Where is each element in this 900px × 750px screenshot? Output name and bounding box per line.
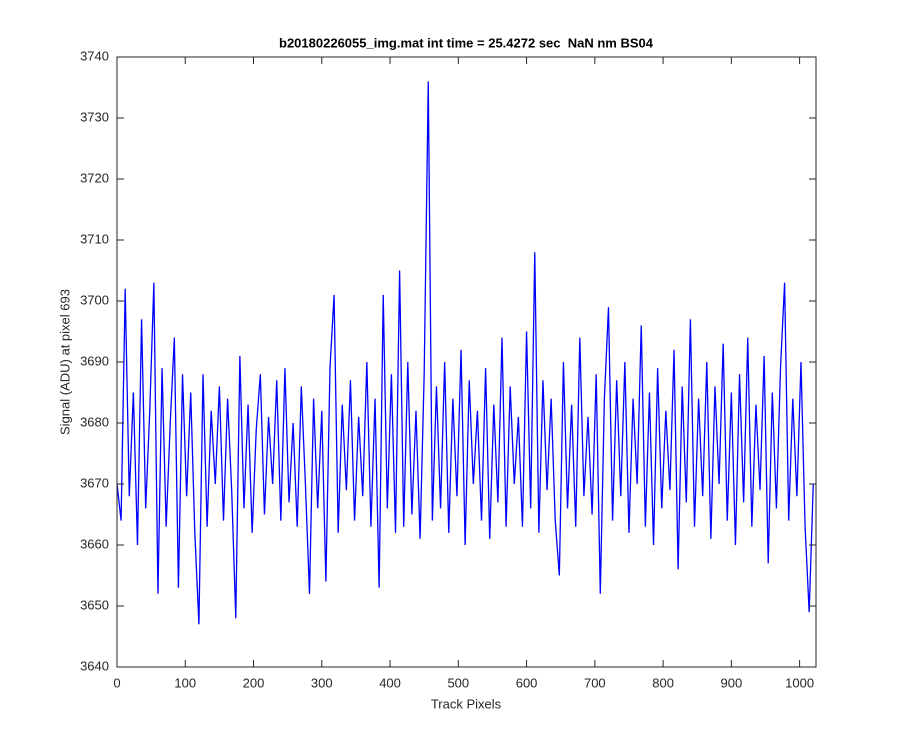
y-tick-label: 3650 (80, 597, 109, 612)
x-tick-label: 200 (243, 675, 265, 690)
y-tick-label: 3740 (80, 48, 109, 63)
x-tick-label: 900 (721, 675, 743, 690)
x-tick-label: 600 (516, 675, 538, 690)
x-tick-label: 500 (447, 675, 469, 690)
x-tick-label: 800 (652, 675, 674, 690)
y-tick-label: 3720 (80, 170, 109, 185)
x-tick-label: 1000 (785, 675, 814, 690)
x-tick-label: 300 (311, 675, 333, 690)
y-tick-label: 3710 (80, 231, 109, 246)
y-tick-label: 3670 (80, 475, 109, 490)
y-tick-label: 3660 (80, 536, 109, 551)
x-tick-label: 100 (174, 675, 196, 690)
data-line (116, 81, 814, 625)
y-tick-label: 3640 (80, 658, 109, 673)
x-axis-label: Track Pixels (431, 696, 502, 711)
x-tick-label: 400 (379, 675, 401, 690)
y-tick-label: 3690 (80, 353, 109, 368)
y-tick-label: 3680 (80, 414, 109, 429)
y-tick-label: 3730 (80, 109, 109, 124)
y-axis-label: Signal (ADU) at pixel 693 (57, 289, 72, 435)
chart-title: b20180226055_img.mat int time = 25.4272 … (279, 35, 654, 50)
x-tick-label: 700 (584, 675, 606, 690)
y-tick-label: 3700 (80, 292, 109, 307)
x-tick-label: 0 (113, 675, 120, 690)
